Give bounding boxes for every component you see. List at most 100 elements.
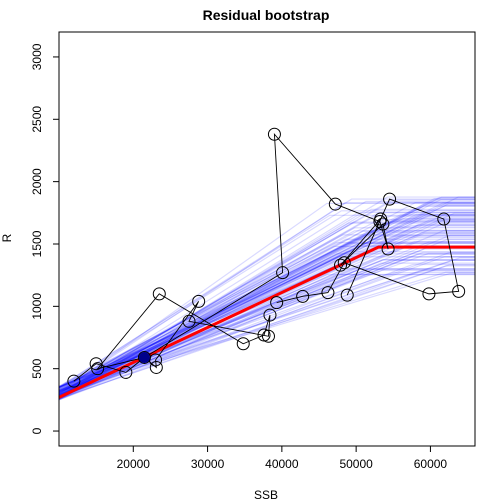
bootstrap-curve [58, 272, 475, 392]
x-tick-label: 20000 [117, 457, 151, 471]
bootstrap-curve [58, 270, 475, 391]
bootstrap-curve [58, 220, 475, 391]
bootstrap-curve [58, 212, 475, 391]
data-point [192, 294, 206, 308]
bootstrap-curve [58, 230, 475, 395]
bootstrap-curve [58, 256, 475, 401]
bootstrap-curve [58, 217, 475, 394]
bootstrap-curve [58, 203, 475, 393]
bootstrap-curve [58, 202, 475, 393]
bootstrap-curve [58, 201, 475, 396]
data-point [270, 296, 284, 310]
x-tick-label: 40000 [265, 457, 299, 471]
bootstrap-curve [58, 196, 475, 397]
bootstrap-curve [58, 253, 475, 399]
bootstrap-curve [58, 205, 475, 393]
bootstrap-curve [58, 200, 475, 395]
bootstrap-curve [58, 203, 475, 393]
bootstrap-curve [58, 196, 475, 389]
data-point [383, 192, 397, 206]
bootstrap-curve [58, 232, 475, 401]
bootstrap-curve [58, 221, 475, 388]
observation-points [67, 127, 466, 388]
data-point [263, 308, 277, 322]
bootstrap-curve [58, 213, 475, 395]
y-axis-label: R [0, 233, 14, 242]
data-point [340, 288, 354, 302]
bootstrap-curve [58, 251, 475, 398]
bootstrap-curve [58, 234, 475, 390]
x-tick-label: 60000 [414, 457, 448, 471]
bootstrap-curve [58, 238, 475, 392]
bootstrap-curve [58, 271, 475, 391]
data-point [321, 286, 335, 300]
data-point [452, 284, 466, 298]
y-tick-label: 2000 [30, 168, 44, 195]
bootstrap-curve [58, 248, 475, 392]
data-point [334, 258, 348, 272]
bootstrap-curve [58, 232, 475, 398]
bootstrap-curve [58, 209, 475, 400]
bootstrap-curve [58, 259, 475, 393]
bootstrap-curve [58, 241, 475, 397]
bootstrap-curve [58, 196, 475, 389]
data-point [257, 328, 271, 342]
bootstrap-curve [58, 242, 475, 395]
bootstrap-curve [58, 235, 475, 396]
bootstrap-curve [58, 251, 475, 396]
bootstrap-curve [58, 222, 475, 395]
data-point [152, 287, 166, 301]
data-point [276, 266, 290, 280]
bootstrap-curve [58, 265, 475, 396]
bootstrap-curve [58, 230, 475, 400]
data-point [149, 353, 163, 367]
bootstrap-curve [58, 263, 475, 398]
bootstrap-curve [58, 208, 475, 396]
bootstrap-curve [58, 232, 475, 392]
bootstrap-curve [58, 252, 475, 388]
y-tick-label: 1000 [30, 293, 44, 320]
bootstrap-curve [58, 227, 475, 399]
y-tick-label: 1500 [30, 230, 44, 257]
chart-title: Residual bootstrap [203, 7, 330, 23]
x-tick-label: 30000 [191, 457, 225, 471]
bootstrap-curve [58, 213, 475, 394]
bootstrap-curve [58, 242, 475, 387]
bootstrap-curve [58, 262, 475, 400]
bootstrap-curves [58, 196, 475, 401]
plot-frame [58, 31, 476, 447]
data-point [296, 289, 310, 303]
bootstrap-curve [58, 229, 475, 390]
data-point [182, 314, 196, 328]
bootstrap-curve [58, 220, 475, 394]
data-point [422, 287, 436, 301]
data-point [119, 365, 133, 379]
bootstrap-curve [58, 268, 475, 401]
bootstrap-curve [58, 264, 475, 399]
y-tick-label: 0 [30, 427, 44, 434]
y-tick-label: 3000 [30, 43, 44, 70]
bootstrap-curve [58, 271, 475, 391]
axes: 20000 30000 40000 50000 60000 0 500 1000 1500 200… [30, 31, 476, 471]
bootstrap-curve [58, 224, 475, 389]
bootstrap-curve [58, 215, 475, 396]
data-point [328, 197, 342, 211]
bootstrap-curve [58, 259, 475, 394]
bootstrap-curve [58, 256, 475, 398]
bootstrap-curve [58, 253, 475, 393]
bootstrap-curve [58, 198, 475, 398]
bootstrap-curve [58, 256, 475, 395]
data-point [149, 360, 163, 374]
bootstrap-curve [58, 251, 475, 401]
bootstrap-curve [58, 214, 475, 388]
highlighted-point [138, 351, 150, 363]
data-point [381, 242, 395, 256]
x-tick-label: 50000 [339, 457, 373, 471]
bootstrap-curve [58, 202, 475, 392]
bootstrap-curve [58, 221, 475, 399]
data-point [337, 256, 351, 270]
bootstrap-curve [58, 214, 475, 388]
data-point [91, 362, 105, 376]
data-point [437, 212, 451, 226]
